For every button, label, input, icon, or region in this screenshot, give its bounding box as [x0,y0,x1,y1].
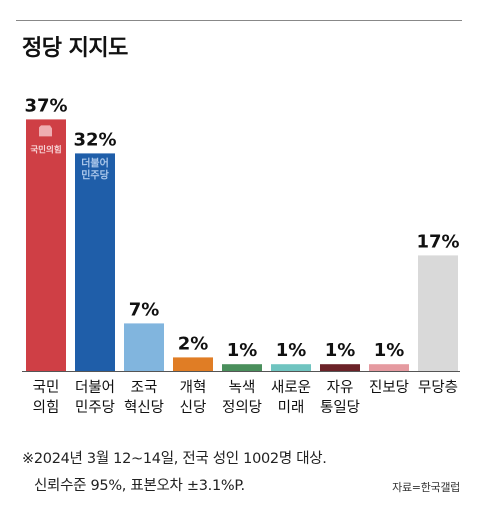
category-label-4-0: 녹색 [229,379,256,396]
category-label-2-0: 조국 [131,380,158,396]
value-label-4: 1% [227,340,258,361]
category-label-2-1: 혁신당 [124,399,164,416]
chart-title: 정당 지지도 [22,36,128,61]
value-label-7: 1% [374,340,405,361]
bar-6 [320,364,360,371]
value-label-5: 1% [276,340,307,361]
category-label-6-1: 통일당 [320,399,360,416]
bar-7 [369,364,409,371]
ppp-logo-icon [39,125,52,137]
bar-1 [75,153,115,371]
category-label-5-1: 미래 [278,399,305,416]
category-label-3-0: 개혁 [180,379,207,396]
bar-3 [173,357,213,371]
category-label-3-1: 신당 [180,399,207,416]
value-label-0: 37% [24,95,67,116]
bar-5 [271,364,311,371]
value-label-2: 7% [129,299,160,320]
value-label-6: 1% [325,340,356,361]
source-credit: 자료=한국갤럽 [392,481,460,494]
dpk-logo-text-2: 민주당 [81,168,109,181]
category-label-0-1: 의힘 [33,399,60,416]
category-label-8-0: 무당층 [418,379,458,396]
bar-0 [26,119,66,372]
footnote-line-1: ※2024년 3월 12~14일, 전국 성인 1002명 대상. [22,451,327,467]
category-label-4-1: 정의당 [222,399,262,416]
bar-8 [418,255,458,371]
bar-2 [124,323,164,371]
value-label-3: 2% [178,333,209,354]
category-label-6-0: 자유 [327,379,354,396]
bar-4 [222,364,262,371]
value-label-8: 17% [416,231,459,252]
category-label-1-1: 민주당 [75,399,115,416]
category-label-1-0: 더불어 [75,379,115,396]
category-label-7-0: 진보당 [369,379,409,396]
category-label-0-0: 국민 [33,379,60,396]
value-label-1: 32% [73,129,116,150]
category-label-5-0: 새로운 [271,379,311,396]
footnote-line-2: 신뢰수준 95%, 표본오차 ±3.1%P. [34,478,245,494]
dpk-logo-text-1: 더불어 [81,156,109,169]
ppp-logo-text: 국민의힘 [30,144,61,155]
top-rule [16,20,462,21]
